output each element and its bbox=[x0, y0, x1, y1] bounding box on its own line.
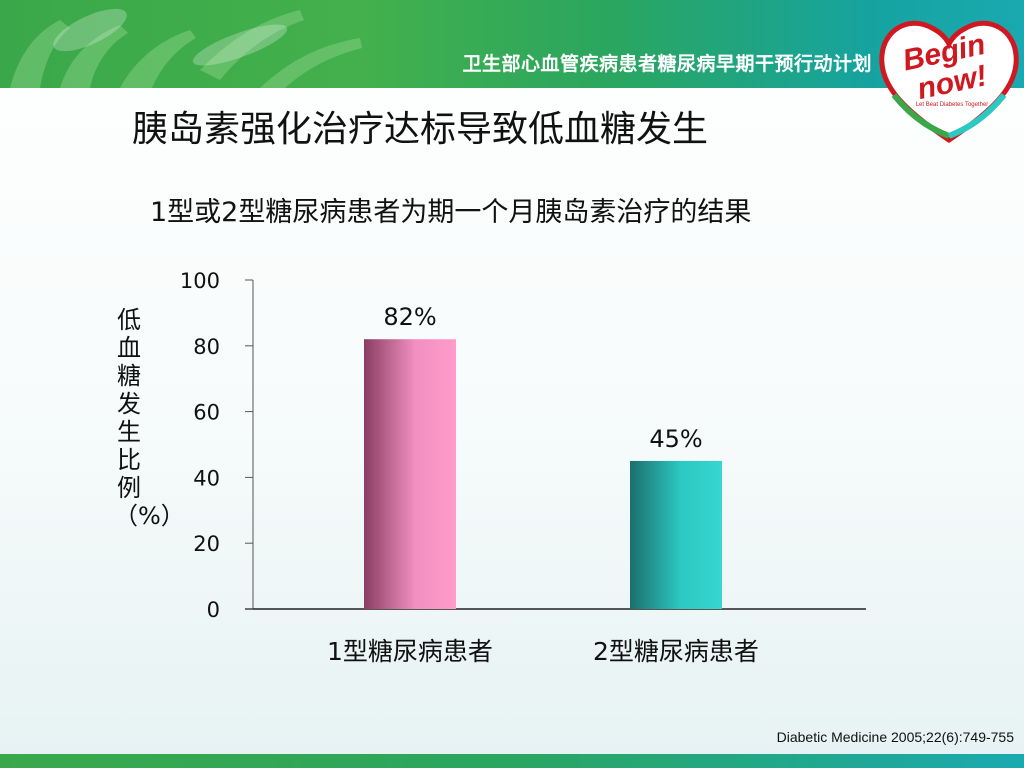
x-category-label: 1型糖尿病患者 bbox=[327, 637, 493, 666]
bar-1 bbox=[364, 339, 456, 609]
chart-title: 1型或2型糖尿病患者为期一个月胰岛素治疗的结果 bbox=[150, 197, 752, 228]
y-tick-label: 60 bbox=[193, 401, 220, 425]
bar-data-label: 82% bbox=[383, 303, 436, 331]
begin-now-logo: Begin now! Let Beat Diabetes Together bbox=[879, 20, 1019, 144]
y-tick-label: 100 bbox=[180, 269, 220, 293]
banner-text: 卫生部心血管疾病患者糖尿病早期干预行动计划 bbox=[462, 53, 872, 75]
logo-tagline: Let Beat Diabetes Together bbox=[916, 102, 989, 108]
y-tick-label: 80 bbox=[193, 335, 220, 359]
top-banner: 卫生部心血管疾病患者糖尿病早期干预行动计划 bbox=[0, 0, 1024, 88]
y-tick-label: 0 bbox=[207, 598, 220, 622]
citation: Diabetic Medicine 2005;22(6):749-755 bbox=[776, 729, 1014, 745]
slide-title: 胰岛素强化治疗达标导致低血糖发生 bbox=[132, 109, 709, 150]
y-tick-label: 40 bbox=[193, 466, 220, 490]
y-axis-label: 低血糖发生比例（%） bbox=[114, 306, 185, 530]
bar-data-label: 45% bbox=[649, 425, 702, 453]
hands-decoration-icon bbox=[10, 8, 362, 88]
bar-2 bbox=[630, 460, 722, 609]
y-tick-label: 20 bbox=[193, 532, 220, 556]
x-category-label: 2型糖尿病患者 bbox=[593, 637, 759, 666]
bottom-strip bbox=[0, 754, 1024, 768]
